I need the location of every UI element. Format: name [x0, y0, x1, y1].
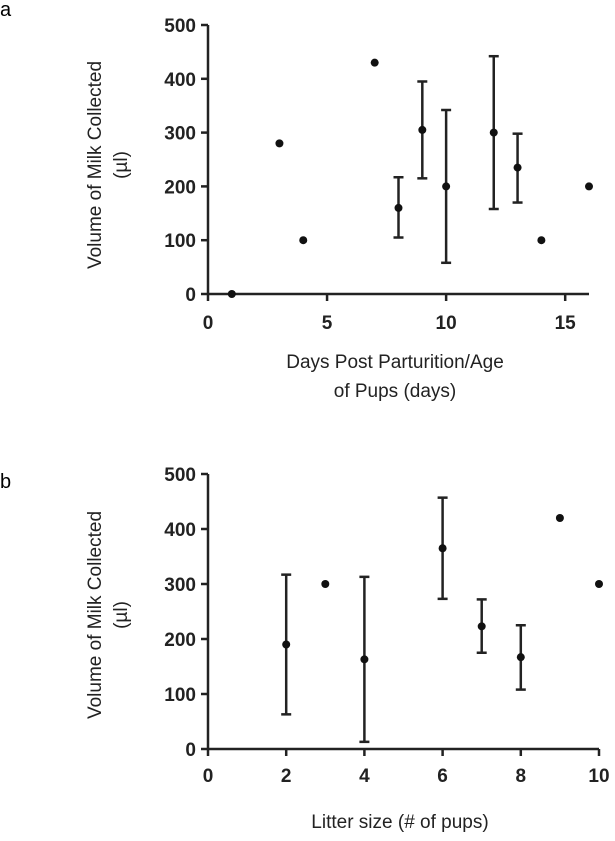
data-point — [227, 290, 236, 298]
y-axis-title: Volume of Milk Collected — [85, 511, 106, 719]
x-axis-title: Litter size (# of pups) — [311, 812, 488, 833]
data-point — [418, 125, 427, 134]
data-point — [282, 640, 291, 649]
y-axis-title: Volume of Milk Collected — [85, 61, 106, 269]
x-tick-label: 10 — [588, 766, 609, 787]
x-axis-title: of Pups (days) — [334, 381, 457, 402]
y-tick-label: 400 — [164, 520, 196, 541]
x-tick-label: 8 — [516, 766, 527, 787]
y-tick-label: 100 — [164, 231, 196, 252]
chart-panel-a: a 0 100 200 300 400 500 0 5 10 15 Days Post Parturi… — [0, 0, 593, 402]
data-point — [555, 514, 564, 522]
y-tick-label: 0 — [185, 740, 196, 761]
data-point — [442, 182, 451, 191]
data-point — [595, 580, 603, 588]
y-tick-label: 300 — [164, 575, 196, 596]
data-point — [489, 128, 498, 137]
y-tick-label: 500 — [164, 16, 196, 37]
data-point — [394, 203, 403, 212]
y-tick-label: 200 — [164, 177, 196, 198]
data-point — [537, 236, 546, 245]
y-tick-label: 300 — [164, 124, 196, 145]
x-tick-label: 0 — [203, 313, 214, 334]
chart-panel-b: b 0 100 200 300 400 500 0 2 4 6 8 10 Litter size (# o… — [0, 465, 610, 833]
x-tick-label: 6 — [437, 766, 448, 787]
x-tick-label: 4 — [359, 766, 370, 787]
data-point — [275, 139, 284, 148]
data-point — [360, 655, 369, 664]
data-point — [370, 58, 379, 67]
y-tick-label: 100 — [164, 685, 196, 706]
data-point — [516, 653, 525, 662]
x-tick-label: 2 — [281, 766, 292, 787]
data-point — [585, 182, 593, 191]
y-axis-title: (µl) — [111, 601, 132, 629]
x-tick-label: 10 — [436, 313, 457, 334]
y-tick-label: 400 — [164, 70, 196, 91]
data-point — [438, 544, 447, 553]
x-tick-label: 0 — [203, 766, 214, 787]
panel-label: a — [0, 0, 12, 21]
panel-label: b — [0, 471, 11, 493]
x-axis-title: Days Post Parturition/Age — [286, 352, 504, 373]
y-tick-label: 200 — [164, 630, 196, 651]
data-point — [513, 163, 522, 172]
x-tick-label: 5 — [322, 313, 333, 334]
y-tick-label: 500 — [164, 465, 196, 486]
x-tick-label: 15 — [555, 313, 577, 334]
data-point — [299, 236, 308, 245]
y-axis-title: (µl) — [111, 151, 132, 179]
y-tick-label: 0 — [185, 285, 196, 306]
data-point — [477, 622, 486, 631]
data-point — [321, 580, 330, 588]
